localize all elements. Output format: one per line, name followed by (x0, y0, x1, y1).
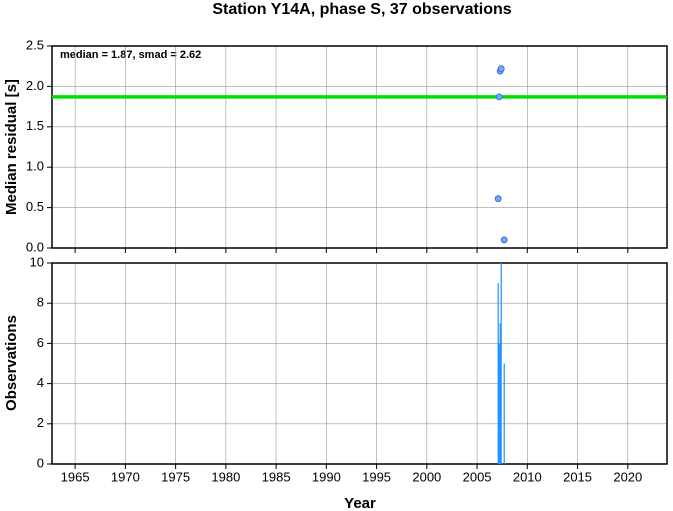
y-tick-label: 0.5 (26, 199, 44, 214)
y-axis-label: Observations (3, 315, 20, 411)
y-tick-label: 2.0 (26, 78, 44, 93)
y-tick-label: 0 (37, 455, 44, 470)
chart-title: Station Y14A, phase S, 37 observations (212, 1, 511, 18)
x-tick-label: 1980 (211, 469, 240, 484)
x-tick-label: 2010 (513, 469, 542, 484)
x-tick-label: 2000 (412, 469, 441, 484)
x-tick-label: 2005 (463, 469, 492, 484)
y-tick-label: 2.5 (26, 37, 44, 52)
data-point (495, 93, 503, 101)
data-point (497, 65, 505, 73)
x-tick-label: 2020 (613, 469, 642, 484)
x-tick-label: 1965 (61, 469, 90, 484)
y-axis-label: Median residual [s] (3, 79, 20, 215)
y-tick-label: 8 (37, 295, 44, 310)
y-tick-label: 2 (37, 415, 44, 430)
data-point (494, 195, 502, 203)
y-tick-label: 1.0 (26, 159, 44, 174)
y-tick-label: 1.5 (26, 118, 44, 133)
y-tick-label: 6 (37, 335, 44, 350)
x-tick-label: 1985 (262, 469, 291, 484)
plot-frame (51, 262, 668, 465)
x-tick-label: 2015 (563, 469, 592, 484)
data-point (500, 236, 508, 244)
annotation: median = 1.87, smad = 2.62 (60, 49, 201, 61)
y-tick-label: 0.0 (26, 239, 44, 254)
x-tick-label: 1970 (111, 469, 140, 484)
y-tick-label: 10 (30, 254, 44, 269)
x-tick-label: 1995 (362, 469, 391, 484)
y-tick-label: 4 (37, 375, 44, 390)
x-tick-label: 1975 (161, 469, 190, 484)
plot-frame (51, 45, 668, 249)
x-tick-label: 1990 (312, 469, 341, 484)
x-axis-label: Year (344, 495, 376, 511)
